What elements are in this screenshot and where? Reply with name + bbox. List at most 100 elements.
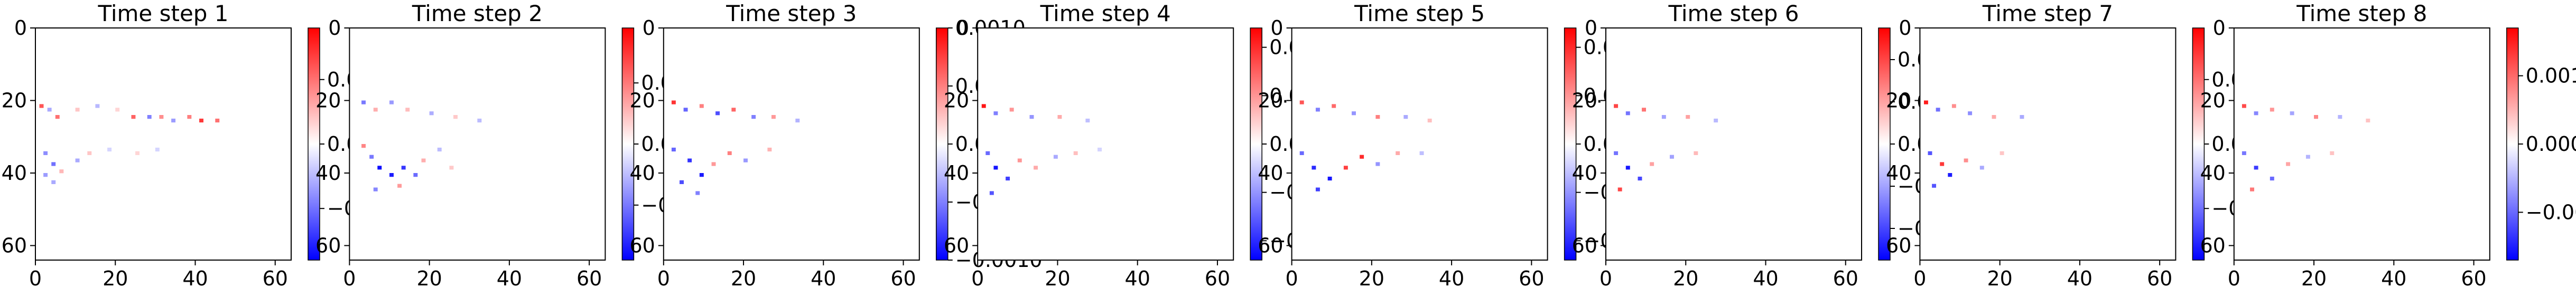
heatmap-cell: [1964, 158, 1968, 162]
heatmap-cell: [1057, 115, 1062, 119]
heatmap-cell: [2254, 111, 2258, 116]
y-tick-label: 40: [1572, 161, 1597, 185]
heatmap-cell: [1327, 176, 1332, 181]
y-tick-label: 0: [14, 16, 27, 40]
heatmap-cell: [397, 184, 402, 188]
heatmap-cell: [715, 111, 720, 116]
panel-title: Time step 8: [2296, 1, 2427, 26]
heatmap-cell: [55, 115, 60, 119]
heatmap-cell: [767, 147, 772, 152]
heatmap-cell: [131, 115, 136, 119]
heatmap-cell: [2290, 111, 2294, 116]
heatmap-cell: [1936, 108, 1940, 112]
y-tick-label: 60: [1572, 234, 1597, 257]
heatmap-cell: [2254, 166, 2258, 170]
axes-frame: [35, 27, 292, 261]
heatmap-cell: [373, 187, 378, 191]
heatmap-cell: [135, 151, 140, 155]
heatmap-cell: [405, 108, 410, 112]
panel-title: Time step 6: [1668, 1, 1799, 26]
heatmap-cell: [1948, 173, 1952, 177]
panel-8: Time step 8020406002040600.0010.000−0.00…: [2200, 1, 2576, 290]
heatmap-cell: [1694, 151, 1698, 155]
x-tick-label: 60: [890, 267, 916, 290]
heatmap-cell: [671, 100, 676, 104]
x-tick-label: 60: [1205, 267, 1230, 290]
heatmap-cell: [171, 118, 176, 123]
heatmap-cell: [1625, 166, 1630, 170]
heatmap-cell: [1403, 115, 1408, 119]
x-tick-label: 0: [1286, 267, 1298, 290]
heatmap-cell: [1375, 115, 1380, 119]
heatmap-cell: [477, 118, 482, 123]
heatmap-cell: [421, 158, 426, 162]
heatmap-cell: [59, 169, 64, 174]
x-tick-label: 40: [1753, 267, 1778, 290]
x-tick-label: 20: [1987, 267, 2012, 290]
x-tick-label: 40: [497, 267, 522, 290]
axes-frame: [1919, 27, 2177, 261]
heatmap-cell: [1073, 151, 1078, 155]
y-tick-label: 60: [2, 234, 27, 257]
heatmap-cell: [389, 100, 394, 104]
heatmap-cell: [1299, 151, 1304, 155]
heatmap-cell: [2330, 151, 2335, 155]
heatmap-cell: [1315, 108, 1320, 112]
x-tick-label: 0: [971, 267, 984, 290]
y-tick-label: 0: [1270, 16, 1283, 40]
y-tick-label: 40: [315, 161, 341, 185]
heatmap-cell: [199, 118, 204, 123]
heatmap-cell: [687, 158, 692, 162]
panel-title: Time step 5: [1354, 1, 1485, 26]
heatmap-cell: [39, 104, 44, 108]
x-tick-label: 0: [29, 267, 42, 290]
heatmap-cell: [107, 147, 112, 152]
heatmap-cell: [1625, 111, 1630, 116]
heatmap-cell: [47, 108, 52, 112]
y-tick-label: 20: [629, 89, 655, 112]
y-tick-label: 0: [328, 16, 341, 40]
heatmap-cell: [2242, 151, 2246, 155]
heatmap-cell: [1932, 184, 1937, 188]
heatmap-cell: [1670, 155, 1674, 159]
x-tick-label: 60: [2461, 267, 2486, 290]
x-tick-label: 0: [1599, 267, 1612, 290]
heatmap-cell: [159, 115, 164, 119]
x-tick-label: 20: [2301, 267, 2327, 290]
heatmap-cell: [2020, 115, 2024, 119]
panel-title: Time step 7: [1982, 1, 2113, 26]
heatmap-background: [2234, 28, 2490, 260]
y-tick-label: 60: [1886, 234, 1911, 257]
x-tick-label: 40: [1439, 267, 1464, 290]
heatmap-background: [1291, 28, 1548, 260]
heatmap-cell: [1427, 118, 1432, 123]
heatmap-cell: [680, 180, 684, 184]
heatmap-cell: [695, 191, 700, 195]
heatmap-cell: [1928, 151, 1932, 155]
y-tick-label: 0: [643, 16, 655, 40]
heatmap-cell: [1085, 118, 1090, 123]
panel-title: Time step 3: [726, 1, 857, 26]
heatmap-background: [349, 28, 606, 260]
heatmap-cell: [43, 151, 48, 155]
x-tick-label: 40: [811, 267, 836, 290]
heatmap-background: [35, 28, 291, 260]
heatmap-cell: [1029, 115, 1034, 119]
heatmap-cell: [215, 118, 220, 123]
colorbar: [936, 27, 948, 261]
heatmap-cell: [1940, 162, 1945, 166]
heatmap-cell: [1034, 166, 1038, 170]
heatmap-cell: [401, 166, 406, 170]
x-tick-label: 60: [1519, 267, 1544, 290]
heatmap-background: [663, 28, 919, 260]
heatmap-cells: [39, 104, 220, 184]
heatmap-cell: [981, 104, 986, 108]
heatmap-cell: [989, 191, 994, 195]
panel-1: Time step 1020406002040600.0010.000−0.00…: [2, 1, 402, 290]
heatmap-cell: [671, 147, 676, 152]
heatmap-cell: [1352, 111, 1356, 116]
heatmap-cell: [1396, 151, 1400, 155]
x-tick-label: 20: [1045, 267, 1070, 290]
colorbar: [1250, 27, 1262, 261]
colorbar: [621, 27, 635, 261]
